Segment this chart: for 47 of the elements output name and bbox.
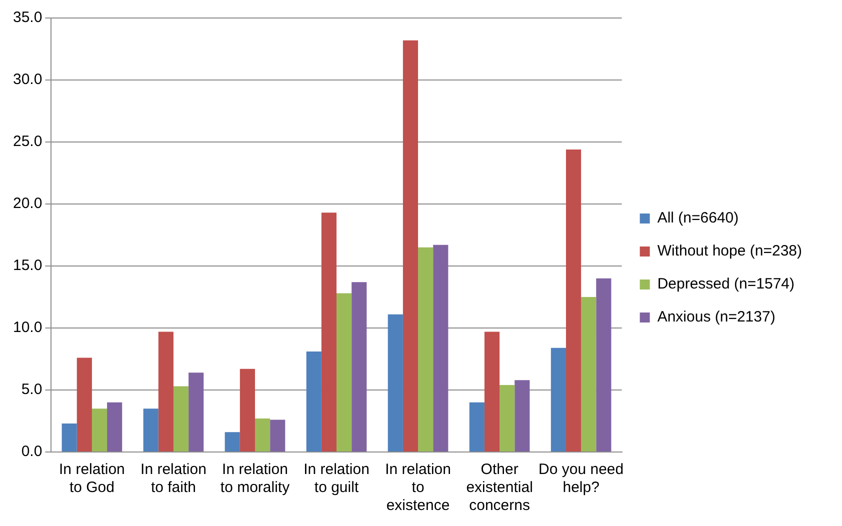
bar [550,348,566,452]
bar [158,332,174,452]
bar [418,247,434,452]
bar [240,368,255,452]
x-tick-label: In relation to morality [220,461,290,496]
bar [469,402,484,452]
bar [92,408,108,452]
x-tick-label: In relation to God [59,461,125,496]
y-tick-label: 35.0 [12,9,42,26]
bar [596,278,612,452]
x-tick-label: Other existential concerns [466,461,533,514]
bar [388,314,403,452]
bar [336,293,352,452]
bar [514,380,530,452]
bar [500,385,515,452]
x-tick-label: Do you need help? [538,461,624,496]
y-tick-label: 5.0 [21,381,42,398]
y-tick-label: 30.0 [12,71,42,88]
y-tick-label: 15.0 [12,257,42,274]
bar [306,352,322,452]
bar [566,149,582,452]
x-tick-label: In relation to existence [385,461,451,514]
bar [254,418,270,452]
bar [321,212,337,452]
bar [107,402,122,452]
y-tick-label: 20.0 [12,195,42,212]
y-tick-label: 25.0 [12,133,42,150]
legend-label: All (n=6640) [657,210,739,227]
y-tick-label: 10.0 [12,319,42,336]
bar [352,282,367,452]
legend-label: Anxious (n=2137) [657,308,776,326]
bar [173,386,189,452]
bar [188,372,204,452]
bar [484,332,500,452]
bar [76,358,92,452]
bar [581,297,596,452]
bar [62,423,77,452]
legend-label: Depressed (n=1574) [657,276,794,293]
bar [402,40,418,452]
x-tick-label: In relation to guilt [304,461,370,496]
y-tick-label: 0.0 [21,443,42,460]
bar [224,432,240,452]
bar [143,408,158,452]
bar [270,420,286,452]
legend-label: Without hope (n=238) [657,242,802,260]
bar [433,244,448,452]
x-tick-label: In relation to faith [140,461,206,496]
